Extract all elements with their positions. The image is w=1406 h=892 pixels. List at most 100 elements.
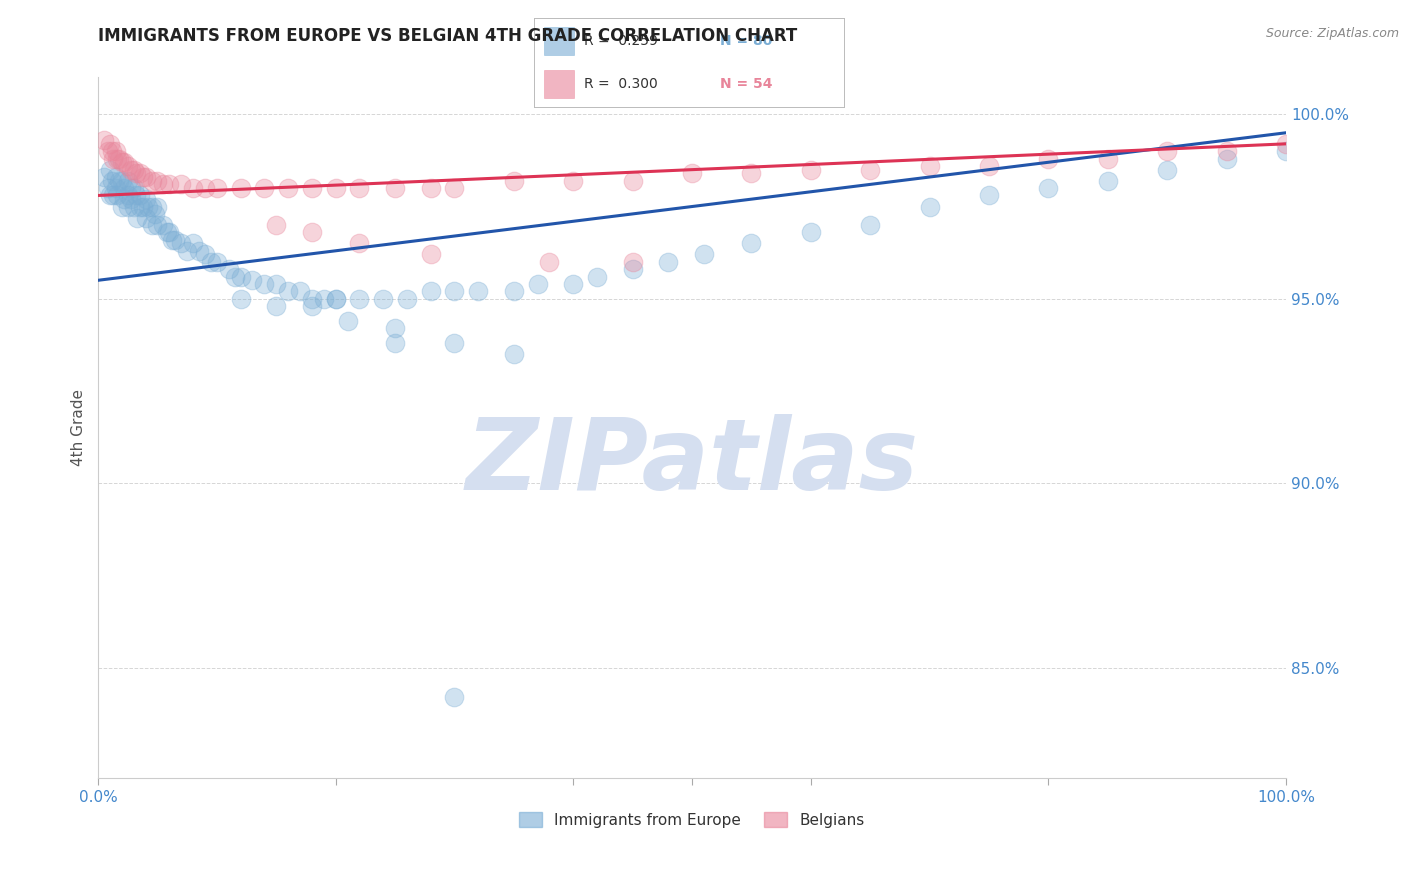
- Point: [170, 236, 193, 251]
- Point: [96, 181, 118, 195]
- Point: [156, 225, 179, 239]
- Point: [562, 277, 585, 291]
- Point: [264, 218, 287, 232]
- Point: [681, 166, 703, 180]
- Point: [170, 178, 193, 192]
- Point: [1275, 145, 1298, 159]
- Point: [538, 255, 561, 269]
- Point: [325, 181, 347, 195]
- Point: [101, 145, 124, 159]
- Point: [229, 181, 252, 195]
- Point: [205, 181, 228, 195]
- Point: [93, 133, 115, 147]
- Point: [101, 174, 124, 188]
- Point: [132, 169, 155, 184]
- Point: [98, 136, 121, 151]
- Point: [264, 299, 287, 313]
- Point: [384, 321, 406, 335]
- Point: [93, 169, 115, 184]
- Point: [977, 188, 1000, 202]
- Point: [277, 285, 299, 299]
- Point: [104, 181, 127, 195]
- Point: [152, 178, 174, 192]
- Point: [242, 273, 264, 287]
- Point: [146, 174, 169, 188]
- Legend: Immigrants from Europe, Belgians: Immigrants from Europe, Belgians: [513, 805, 870, 834]
- Point: [325, 292, 347, 306]
- Point: [301, 181, 323, 195]
- Point: [1156, 162, 1178, 177]
- Point: [336, 314, 359, 328]
- Point: [301, 299, 323, 313]
- Point: [205, 255, 228, 269]
- Point: [301, 292, 323, 306]
- Point: [127, 211, 149, 225]
- Point: [657, 255, 679, 269]
- Point: [122, 200, 145, 214]
- Point: [621, 174, 644, 188]
- Point: [253, 181, 276, 195]
- Point: [800, 225, 823, 239]
- Point: [918, 159, 941, 173]
- Point: [112, 192, 135, 206]
- Point: [194, 247, 217, 261]
- Point: [859, 218, 882, 232]
- Point: [301, 225, 323, 239]
- Point: [96, 145, 118, 159]
- Point: [117, 200, 139, 214]
- Point: [419, 247, 441, 261]
- Point: [1215, 152, 1237, 166]
- Point: [132, 200, 155, 214]
- Point: [111, 174, 134, 188]
- Point: [146, 218, 169, 232]
- FancyBboxPatch shape: [544, 27, 575, 55]
- Point: [740, 236, 762, 251]
- Point: [419, 181, 441, 195]
- Point: [165, 233, 187, 247]
- Point: [152, 218, 174, 232]
- Point: [105, 188, 128, 202]
- Point: [105, 152, 128, 166]
- Point: [103, 152, 125, 166]
- Text: R =  0.300: R = 0.300: [583, 77, 658, 91]
- Point: [443, 690, 465, 704]
- Point: [349, 181, 371, 195]
- Point: [181, 236, 204, 251]
- Point: [502, 174, 524, 188]
- Point: [141, 174, 163, 188]
- Point: [253, 277, 276, 291]
- Point: [277, 181, 299, 195]
- Point: [1038, 152, 1060, 166]
- Point: [136, 200, 159, 214]
- Point: [288, 285, 311, 299]
- Point: [384, 181, 406, 195]
- Point: [128, 200, 150, 214]
- Text: N = 54: N = 54: [720, 77, 772, 91]
- Point: [135, 169, 157, 184]
- Point: [443, 285, 465, 299]
- Point: [918, 200, 941, 214]
- Point: [419, 285, 441, 299]
- Point: [117, 188, 139, 202]
- Point: [977, 159, 1000, 173]
- Point: [122, 181, 145, 195]
- FancyBboxPatch shape: [544, 70, 575, 98]
- Point: [146, 200, 169, 214]
- Point: [120, 181, 142, 195]
- Point: [188, 244, 211, 258]
- Point: [122, 162, 145, 177]
- Point: [264, 277, 287, 291]
- Point: [1275, 136, 1298, 151]
- Point: [194, 181, 217, 195]
- Point: [526, 277, 548, 291]
- Point: [135, 192, 157, 206]
- Point: [108, 174, 131, 188]
- Point: [117, 174, 139, 188]
- Point: [108, 152, 131, 166]
- Point: [125, 188, 148, 202]
- Text: N = 80: N = 80: [720, 34, 772, 48]
- Point: [120, 192, 142, 206]
- Text: Source: ZipAtlas.com: Source: ZipAtlas.com: [1265, 27, 1399, 40]
- Point: [128, 166, 150, 180]
- Point: [181, 181, 204, 195]
